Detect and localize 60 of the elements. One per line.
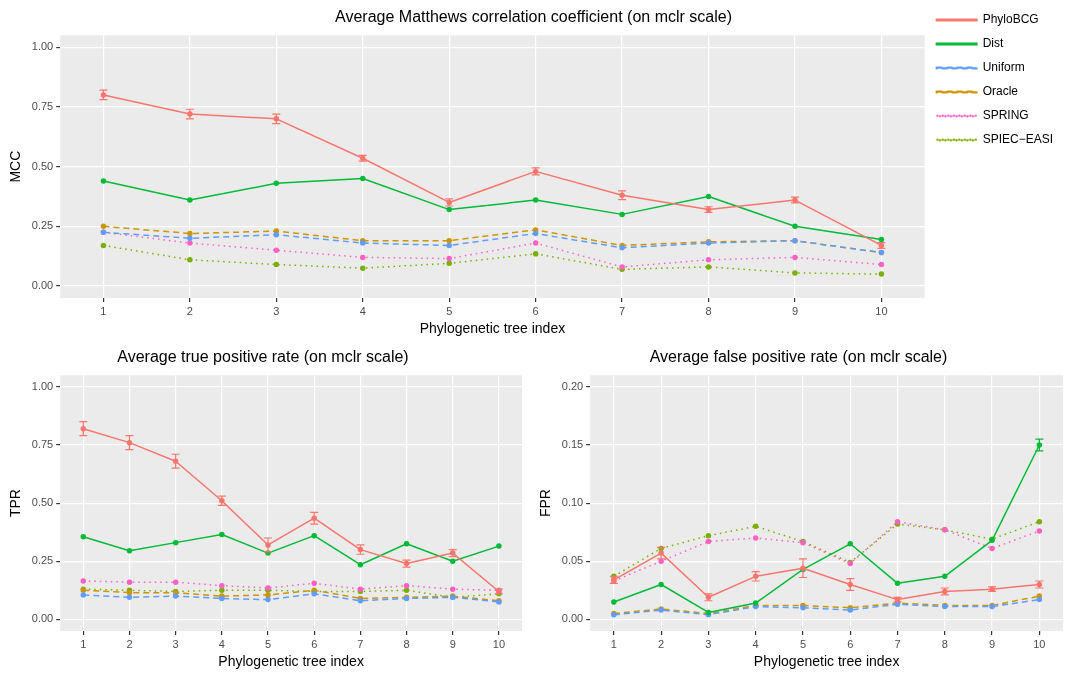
y-tick-label: 0.75: [31, 99, 54, 112]
x-tick-label: 1: [100, 304, 107, 317]
y-axis-title: TPR: [7, 489, 24, 518]
y-tick-label: 1.00: [31, 40, 54, 53]
y-tick-label: 0.20: [561, 379, 584, 392]
x-tick-label: 4: [218, 637, 225, 650]
legend-label: Oracle: [982, 84, 1019, 99]
x-tick-label: 6: [311, 637, 318, 650]
x-tick-label: 7: [619, 304, 626, 317]
y-tick-label: 0.75: [31, 437, 54, 450]
legend-label: SPIEC−EASI: [982, 132, 1054, 147]
legend-label: SPRING: [982, 108, 1029, 123]
x-tick-label: 7: [357, 637, 364, 650]
y-tick-label: 0.00: [31, 612, 54, 625]
chart-title: Average false positive rate (on mclr scale): [649, 348, 948, 366]
x-tick-label: 2: [658, 637, 665, 650]
y-tick-label: 0.00: [561, 612, 584, 625]
x-tick-label: 10: [1033, 637, 1046, 650]
x-tick-label: 9: [791, 304, 799, 317]
y-tick-label: 0.50: [31, 159, 54, 172]
x-tick-label: 6: [532, 304, 539, 317]
x-tick-label: 10: [492, 637, 506, 650]
x-tick-label: 8: [705, 304, 712, 317]
x-tick-label: 3: [273, 304, 280, 317]
x-tick-label: 8: [403, 637, 410, 650]
x-tick-label: 1: [80, 637, 87, 650]
y-tick-label: 0.00: [31, 279, 54, 292]
chart-title: Average Matthews correlation coefficient (on mclr scale): [335, 8, 732, 26]
x-tick-label: 3: [705, 637, 712, 650]
y-tick-label: 0.10: [561, 496, 584, 509]
x-axis-title: Phylogenetic tree index: [419, 320, 566, 337]
x-tick-label: 2: [186, 304, 193, 317]
x-axis-title: Phylogenetic tree index: [753, 653, 900, 670]
x-tick-label: 5: [264, 637, 272, 650]
x-tick-label: 3: [172, 637, 179, 650]
x-tick-label: 5: [446, 304, 453, 317]
y-axis-title: FPR: [537, 489, 554, 518]
x-tick-label: 8: [941, 637, 948, 650]
x-tick-label: 2: [126, 637, 133, 650]
x-axis-title: Phylogenetic tree index: [218, 653, 364, 670]
y-tick-label: 0.25: [31, 219, 54, 232]
x-tick-label: 4: [359, 304, 366, 317]
x-tick-label: 10: [875, 304, 888, 317]
legend-label: Uniform: [982, 60, 1025, 75]
chart-title: Average true positive rate (on mclr scale): [117, 348, 409, 366]
x-tick-label: 5: [799, 637, 807, 650]
legend-label: PhyloBCG: [982, 12, 1039, 27]
x-tick-label: 9: [989, 637, 996, 650]
x-tick-label: 9: [449, 637, 456, 650]
x-tick-label: 7: [894, 637, 901, 650]
x-tick-label: 6: [847, 637, 854, 650]
legend-label: Dist: [982, 36, 1004, 51]
y-tick-label: 1.00: [31, 379, 54, 392]
y-tick-label: 0.25: [31, 554, 54, 567]
x-tick-label: 1: [610, 637, 617, 650]
y-tick-label: 0.50: [31, 496, 54, 509]
y-tick-label: 0.05: [561, 554, 584, 567]
y-tick-label: 0.15: [561, 437, 584, 450]
x-tick-label: 4: [752, 637, 759, 650]
y-axis-title: MCC: [7, 150, 24, 183]
